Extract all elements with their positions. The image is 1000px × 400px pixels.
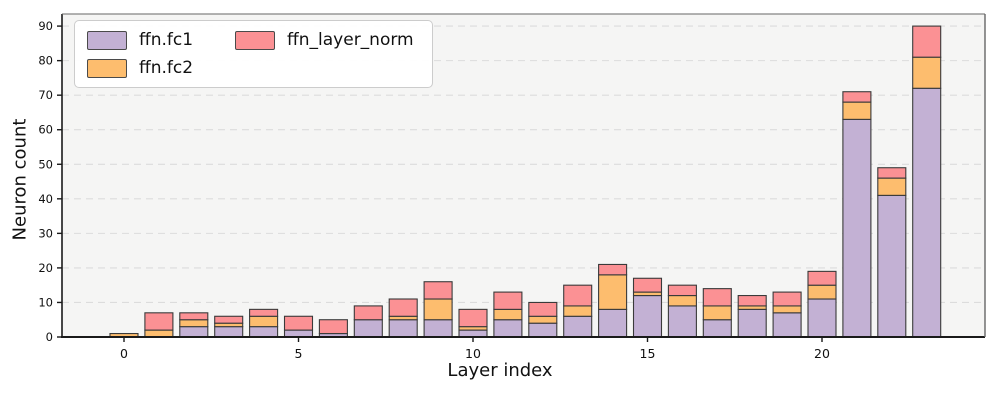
bar-layer19-ffn_layer_norm — [772, 291, 802, 307]
bar-layer4-ffn.fc1 — [249, 326, 279, 338]
bar-layer4-ffn_layer_norm — [249, 308, 279, 317]
bar-layer13-ffn.fc2 — [563, 305, 593, 317]
bar-layer8-ffn.fc1 — [388, 319, 418, 338]
y-axis-label: Neuron count — [9, 118, 31, 241]
bar-layer23-ffn.fc1 — [912, 87, 942, 338]
y-tick-label: 80 — [38, 54, 53, 68]
bar-layer20-ffn_layer_norm — [807, 270, 837, 286]
bar-layer11-ffn.fc2 — [493, 308, 523, 321]
legend-swatch-ffn-fc2 — [87, 58, 127, 78]
legend-swatch-ffn-layer-norm — [235, 30, 276, 50]
bar-layer18-ffn_layer_norm — [737, 294, 767, 307]
bar-layer3-ffn_layer_norm — [214, 315, 244, 324]
bar-layer2-ffn.fc1 — [179, 326, 209, 338]
y-tick-label: 50 — [38, 157, 53, 171]
y-tick-label: 0 — [46, 330, 53, 344]
bar-layer12-ffn.fc2 — [528, 315, 558, 324]
bar-layer2-ffn.fc2 — [179, 319, 209, 328]
bar-layer13-ffn.fc1 — [563, 315, 593, 338]
bar-layer21-ffn.fc1 — [842, 118, 872, 338]
bar-layer20-ffn.fc1 — [807, 298, 837, 338]
x-tick-label: 15 — [640, 346, 656, 361]
bar-layer1-ffn_layer_norm — [144, 312, 174, 331]
bar-layer12-ffn.fc1 — [528, 322, 558, 338]
bar-layer16-ffn.fc2 — [667, 294, 697, 307]
bar-layer20-ffn.fc2 — [807, 284, 837, 300]
y-tick-label: 60 — [38, 123, 53, 137]
bar-layer12-ffn_layer_norm — [528, 301, 558, 317]
legend-item-ffn-fc2: ffn.fc2 — [87, 58, 193, 78]
bar-layer3-ffn.fc1 — [214, 326, 244, 338]
legend-label: ffn_layer_norm — [287, 30, 414, 50]
bar-layer15-ffn_layer_norm — [632, 277, 663, 293]
bar-layer9-ffn.fc1 — [423, 319, 453, 338]
bar-layer19-ffn.fc1 — [772, 312, 802, 338]
bar-layer14-ffn.fc1 — [598, 308, 628, 338]
bar-layer22-ffn.fc1 — [877, 194, 907, 338]
bar-layer11-ffn.fc1 — [493, 319, 523, 338]
bar-layer23-ffn_layer_norm — [912, 25, 942, 58]
bar-layer9-ffn.fc2 — [423, 298, 453, 321]
bar-layer17-ffn.fc1 — [702, 319, 732, 338]
x-tick-label: 5 — [295, 346, 303, 361]
bar-layer15-ffn.fc1 — [632, 294, 663, 338]
bar-layer1-ffn.fc2 — [144, 329, 174, 338]
x-tick-label: 20 — [814, 346, 830, 361]
bar-layer7-ffn.fc1 — [353, 319, 383, 338]
y-tick-label: 70 — [38, 88, 53, 102]
bar-layer6-ffn_layer_norm — [318, 319, 348, 335]
bar-layer16-ffn.fc1 — [667, 305, 697, 338]
bar-layer10-ffn_layer_norm — [458, 308, 488, 328]
bar-layer7-ffn_layer_norm — [353, 305, 383, 321]
y-tick-label: 10 — [38, 295, 53, 309]
bar-layer21-ffn_layer_norm — [842, 91, 872, 103]
bar-layer21-ffn.fc2 — [842, 101, 872, 120]
x-tick-label: 10 — [465, 346, 481, 361]
bar-layer18-ffn.fc1 — [737, 308, 767, 338]
legend-label: ffn.fc1 — [139, 30, 194, 50]
bar-layer11-ffn_layer_norm — [493, 291, 523, 310]
y-tick-label: 20 — [38, 261, 53, 275]
legend-swatch-ffn-fc1 — [87, 30, 127, 50]
bar-layer19-ffn.fc2 — [772, 305, 802, 314]
bar-layer22-ffn.fc2 — [877, 177, 907, 196]
bar-layer10-ffn.fc1 — [458, 329, 488, 338]
legend-item-ffn-layer-norm: ffn_layer_norm — [235, 30, 414, 50]
y-tick-label: 90 — [38, 19, 53, 33]
bar-layer17-ffn_layer_norm — [702, 288, 732, 307]
bar-layer5-ffn_layer_norm — [283, 315, 314, 331]
bar-layer4-ffn.fc2 — [249, 315, 279, 328]
bar-layer13-ffn_layer_norm — [563, 284, 593, 307]
y-tick-label: 30 — [38, 226, 53, 240]
legend-label: ffn.fc2 — [139, 58, 194, 78]
bar-layer22-ffn_layer_norm — [877, 167, 907, 179]
bar-layer23-ffn.fc2 — [912, 56, 942, 89]
x-tick-label: 0 — [120, 346, 128, 361]
x-axis-label: Layer index — [447, 360, 553, 381]
legend: ffn.fc1 ffn.fc2 ffn_layer_norm — [74, 20, 433, 88]
bar-layer8-ffn_layer_norm — [388, 298, 418, 317]
bar-layer14-ffn.fc2 — [598, 274, 628, 310]
y-tick-label: 40 — [38, 192, 53, 206]
bar-layer5-ffn.fc1 — [283, 329, 314, 338]
bar-layer2-ffn_layer_norm — [179, 312, 209, 321]
bar-layer17-ffn.fc2 — [702, 305, 732, 321]
bar-layer16-ffn_layer_norm — [667, 284, 697, 297]
bar-layer14-ffn_layer_norm — [598, 263, 628, 276]
legend-item-ffn-fc1: ffn.fc1 — [87, 30, 193, 50]
bar-layer9-ffn_layer_norm — [423, 281, 453, 300]
